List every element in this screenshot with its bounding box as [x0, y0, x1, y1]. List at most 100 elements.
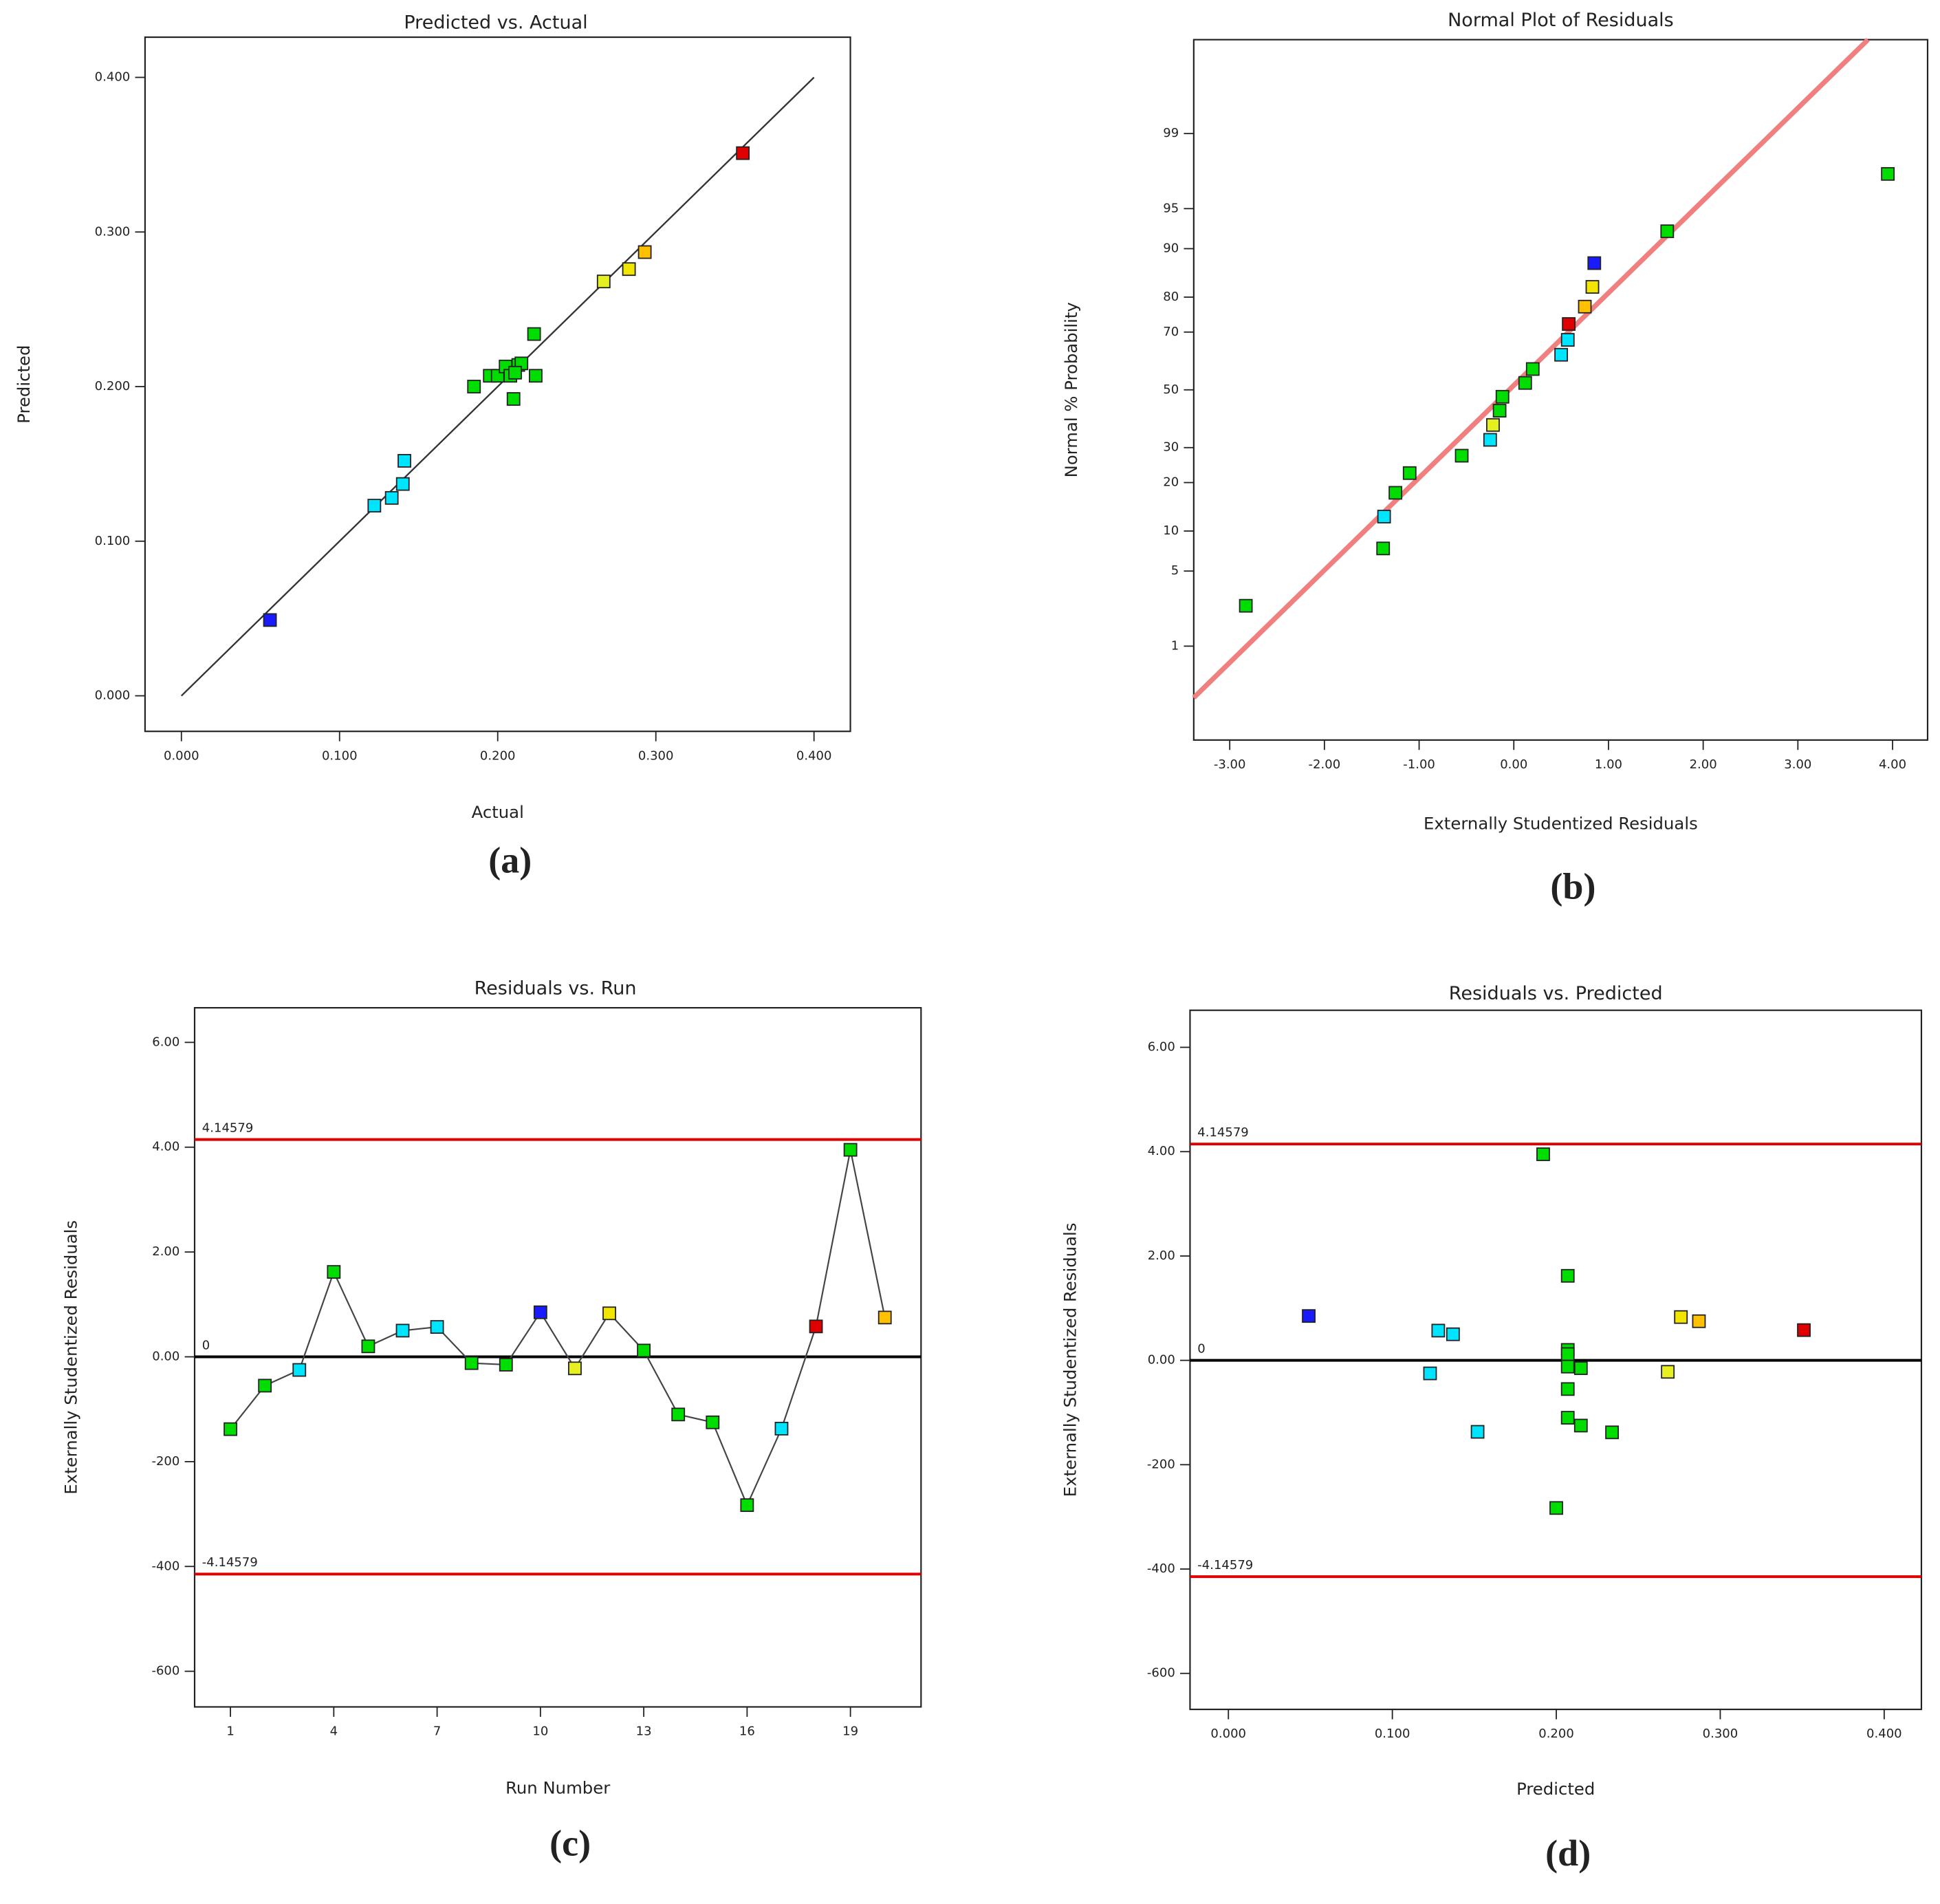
point: [499, 1358, 513, 1372]
y-tick-label: 10: [1163, 523, 1179, 538]
panel: Predicted vs. Actual Actual Predicted (a) 0.…: [14, 12, 851, 880]
point: [740, 1498, 754, 1513]
point: [1661, 1365, 1675, 1379]
x-tick-label: 0.200: [1538, 1727, 1574, 1741]
x-tick-label: 0.00: [1500, 757, 1527, 772]
y-tick-label: 0.00: [152, 1350, 179, 1364]
x-tick-label: 0.000: [1210, 1727, 1246, 1741]
point: [637, 245, 652, 259]
point: [736, 146, 750, 160]
point: [395, 1323, 410, 1338]
x-tick-label: 4.00: [1879, 757, 1906, 772]
y-tick-label: 2.00: [1148, 1248, 1175, 1263]
x-tick-label: 7: [433, 1724, 441, 1739]
x-tick-label: 0.100: [1375, 1727, 1410, 1741]
x-tick-label: 16: [739, 1724, 755, 1739]
reference-label: 0: [1197, 1341, 1205, 1356]
panel-label: (b): [1550, 865, 1595, 907]
chart-title: Residuals vs. Predicted: [1449, 983, 1663, 1004]
point: [1674, 1310, 1688, 1324]
chart-title: Normal Plot of Residuals: [1448, 10, 1674, 31]
point: [1881, 166, 1895, 181]
point: [1470, 1425, 1485, 1439]
point: [258, 1378, 272, 1393]
point: [596, 274, 611, 289]
y-axis-label: Predicted: [14, 345, 34, 424]
point: [878, 1310, 892, 1325]
y-tick-label: 2.00: [152, 1244, 179, 1259]
plot-frame: [1192, 39, 1929, 741]
point: [1797, 1323, 1811, 1337]
point: [809, 1319, 823, 1334]
y-tick-label: -600: [151, 1664, 179, 1678]
x-tick-label: 13: [636, 1724, 652, 1739]
y-tick-label: 50: [1163, 382, 1179, 397]
point: [384, 490, 399, 505]
point: [1573, 1418, 1588, 1433]
y-tick-label: -200: [1147, 1457, 1175, 1471]
point: [1431, 1323, 1446, 1338]
point: [1388, 486, 1403, 500]
x-tick-label: -1.00: [1403, 757, 1435, 772]
point: [1560, 1359, 1575, 1374]
y-tick-label: 4.00: [152, 1140, 179, 1154]
y-tick-label: 0.400: [95, 70, 131, 85]
x-tick-label: -2.00: [1309, 757, 1341, 772]
point: [1573, 1361, 1588, 1375]
x-tick-label: 0.200: [480, 748, 516, 763]
x-tick-label: 4: [330, 1724, 338, 1739]
panel: Residuals vs. Run Run Number Externally St…: [61, 978, 922, 1864]
point: [533, 1305, 547, 1319]
point: [1486, 418, 1500, 432]
reference-label: 0: [202, 1338, 210, 1352]
x-tick-label: 0.400: [1866, 1727, 1902, 1741]
y-tick-label: 30: [1163, 440, 1179, 455]
point: [367, 499, 382, 512]
point: [508, 365, 522, 380]
point: [1423, 1366, 1437, 1381]
run-line: [230, 1149, 886, 1507]
y-tick-label: 0.000: [95, 689, 131, 703]
panel-label: (c): [549, 1823, 591, 1864]
point: [464, 1356, 479, 1370]
point: [1660, 224, 1675, 239]
x-axis-label: Actual: [472, 802, 524, 822]
reference-label: -4.14579: [202, 1555, 258, 1570]
point: [1560, 1347, 1575, 1361]
point: [1549, 1501, 1563, 1515]
point: [397, 453, 411, 468]
point: [1302, 1309, 1316, 1323]
point: [1560, 333, 1575, 347]
point: [1492, 404, 1507, 418]
point: [1525, 362, 1540, 376]
y-tick-label: 0.00: [1148, 1353, 1175, 1367]
point: [395, 477, 410, 491]
chart-title: Residuals vs. Run: [475, 978, 637, 999]
x-axis-label: Externally Studentized Residuals: [1424, 813, 1698, 833]
y-tick-label: 80: [1163, 290, 1179, 304]
point: [1587, 256, 1602, 270]
panel: Residuals vs. Predicted Predicted External…: [1060, 983, 1923, 1874]
y-tick-label: 0.200: [95, 379, 131, 393]
point: [843, 1143, 858, 1157]
point: [602, 1306, 616, 1321]
point: [527, 327, 541, 341]
y-tick-label: 6.00: [152, 1035, 179, 1049]
point: [1536, 1147, 1550, 1161]
x-tick-label: -3.00: [1214, 757, 1246, 772]
point: [637, 1343, 651, 1358]
panel-label: (d): [1545, 1832, 1591, 1874]
point: [1483, 433, 1497, 447]
point: [1692, 1314, 1706, 1328]
y-axis-label: Externally Studentized Residuals: [61, 1220, 81, 1495]
point: [671, 1407, 686, 1422]
point: [1560, 1382, 1575, 1396]
y-tick-label: 99: [1163, 126, 1179, 140]
point: [361, 1339, 375, 1354]
point: [292, 1363, 307, 1377]
panel-label: (a): [488, 839, 532, 880]
point: [1560, 1268, 1575, 1283]
reference-label: 4.14579: [1197, 1125, 1249, 1140]
point: [1376, 541, 1391, 556]
